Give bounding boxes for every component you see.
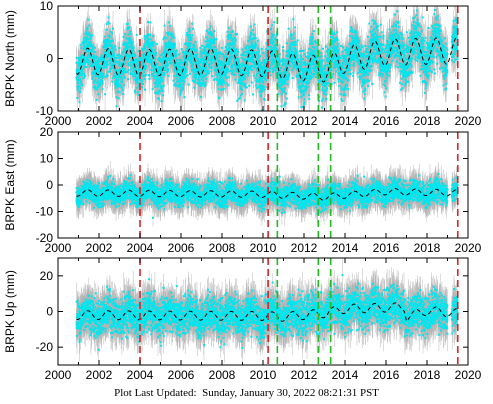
y-tick-label: 10 bbox=[40, 0, 54, 13]
y-axis-title: BRPK Up (mm) bbox=[3, 270, 17, 353]
y-tick-label: -20 bbox=[36, 231, 54, 245]
x-tick-label: 2012 bbox=[291, 368, 318, 382]
footer: Plot Last Updated: Sunday, January 30, 2… bbox=[0, 387, 493, 399]
plot-area bbox=[75, 258, 459, 365]
data-points bbox=[75, 8, 459, 111]
x-tick-label: 2018 bbox=[414, 241, 441, 255]
x-tick-label: 2008 bbox=[209, 368, 236, 382]
x-tick-label: 2010 bbox=[250, 368, 277, 382]
east-panel: 2000 2002 2004 2006 2008 2010 2012 2014 2016 2018… bbox=[3, 125, 482, 255]
x-tick-label: 2006 bbox=[168, 368, 195, 382]
y-axis-title: BRPK North (mm) bbox=[3, 10, 17, 107]
x-tick-label: 2018 bbox=[414, 368, 441, 382]
x-tick-label: 2002 bbox=[86, 114, 113, 128]
x-tick-label: 2014 bbox=[332, 368, 359, 382]
x-tick-label: 2010 bbox=[250, 114, 277, 128]
x-tick-label: 2018 bbox=[414, 114, 441, 128]
x-tick-label: 2010 bbox=[250, 241, 277, 255]
x-tick-label: 2016 bbox=[373, 368, 400, 382]
x-tick-label: 2012 bbox=[291, 114, 318, 128]
y-tick-label: 20 bbox=[40, 269, 54, 283]
x-tick-label: 2020 bbox=[455, 368, 482, 382]
x-tick-label: 2006 bbox=[168, 241, 195, 255]
x-tick-label: 2014 bbox=[332, 114, 359, 128]
footer-timestamp: Sunday, January 30, 2022 08:21:31 PST bbox=[202, 387, 379, 399]
x-tick-label: 2000 bbox=[45, 241, 72, 255]
x-tick-label: 2000 bbox=[45, 368, 72, 382]
y-tick-label: 20 bbox=[40, 125, 54, 139]
x-tick-label: 2004 bbox=[127, 368, 154, 382]
north-panel: 2000 2002 2004 2006 2008 2010 2012 2014 2016 2018… bbox=[3, 0, 482, 128]
x-tick-label: 2002 bbox=[86, 368, 113, 382]
x-tick-label: 2016 bbox=[373, 114, 400, 128]
y-tick-label: 10 bbox=[40, 152, 54, 166]
y-tick-label: 0 bbox=[46, 178, 53, 192]
x-tick-label: 2006 bbox=[168, 114, 195, 128]
x-tick-label: 2000 bbox=[45, 114, 72, 128]
data-points bbox=[75, 274, 459, 351]
y-axis-title: BRPK East (mm) bbox=[3, 139, 17, 230]
y-tick-label: -20 bbox=[36, 340, 54, 354]
x-tick-label: 2004 bbox=[127, 241, 154, 255]
y-tick-label: -10 bbox=[36, 104, 54, 118]
plot-area bbox=[75, 161, 459, 227]
x-tick-label: 2016 bbox=[373, 241, 400, 255]
x-tick-label: 2014 bbox=[332, 241, 359, 255]
x-tick-label: 2002 bbox=[86, 241, 113, 255]
y-tick-label: -10 bbox=[36, 205, 54, 219]
x-tick-label: 2020 bbox=[455, 241, 482, 255]
y-tick-label: 0 bbox=[46, 52, 53, 66]
footer-label: Plot Last Updated: bbox=[114, 387, 197, 399]
x-tick-label: 2020 bbox=[455, 114, 482, 128]
up-panel: 2000 2002 2004 2006 2008 2010 2012 2014 2016 2018… bbox=[3, 257, 482, 382]
x-tick-label: 2008 bbox=[209, 114, 236, 128]
x-tick-label: 2004 bbox=[127, 114, 154, 128]
plot-area bbox=[75, 6, 459, 111]
x-tick-label: 2008 bbox=[209, 241, 236, 255]
x-tick-label: 2012 bbox=[291, 241, 318, 255]
y-tick-label: 0 bbox=[46, 305, 53, 319]
